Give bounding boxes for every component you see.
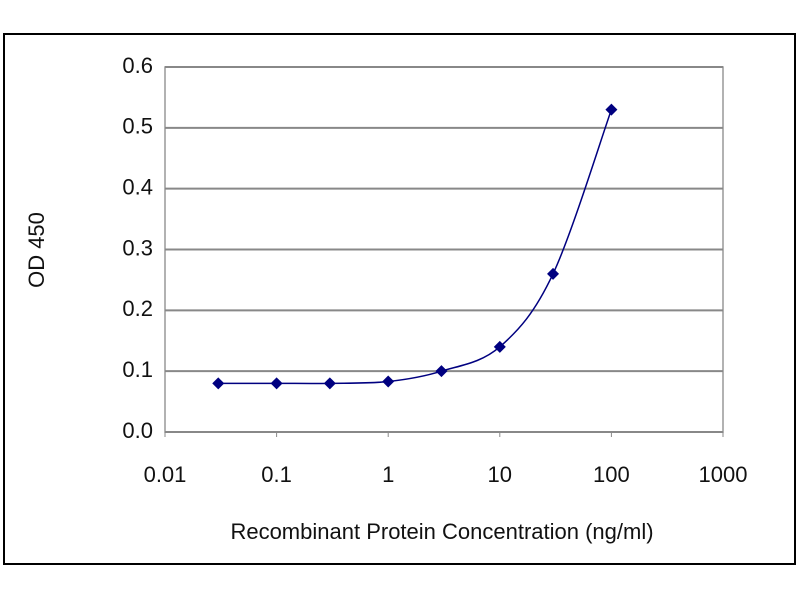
y-tick-label: 0.3 (122, 235, 153, 260)
x-tick-label: 100 (593, 462, 630, 487)
x-tick-label: 10 (488, 462, 512, 487)
y-tick-label: 0.6 (122, 53, 153, 78)
data-point (547, 267, 560, 280)
data-point (382, 375, 395, 388)
data-point (435, 365, 448, 378)
x-tick-label: 0.1 (261, 462, 292, 487)
data-point (493, 340, 506, 353)
y-tick-label: 0.1 (122, 357, 153, 382)
y-axis-label: OD 450 (24, 212, 49, 288)
data-point (270, 377, 283, 390)
x-tick-label: 1 (382, 462, 394, 487)
x-tick-label: 0.01 (144, 462, 187, 487)
data-point (605, 103, 618, 116)
data-point (212, 377, 225, 390)
x-axis-label: Recombinant Protein Concentration (ng/ml… (230, 519, 653, 544)
y-tick-label: 0.4 (122, 174, 153, 199)
y-tick-label: 0.5 (122, 114, 153, 139)
y-tick-label: 0.0 (122, 418, 153, 443)
y-tick-label: 0.2 (122, 296, 153, 321)
data-point (323, 377, 336, 390)
x-tick-label: 1000 (699, 462, 748, 487)
